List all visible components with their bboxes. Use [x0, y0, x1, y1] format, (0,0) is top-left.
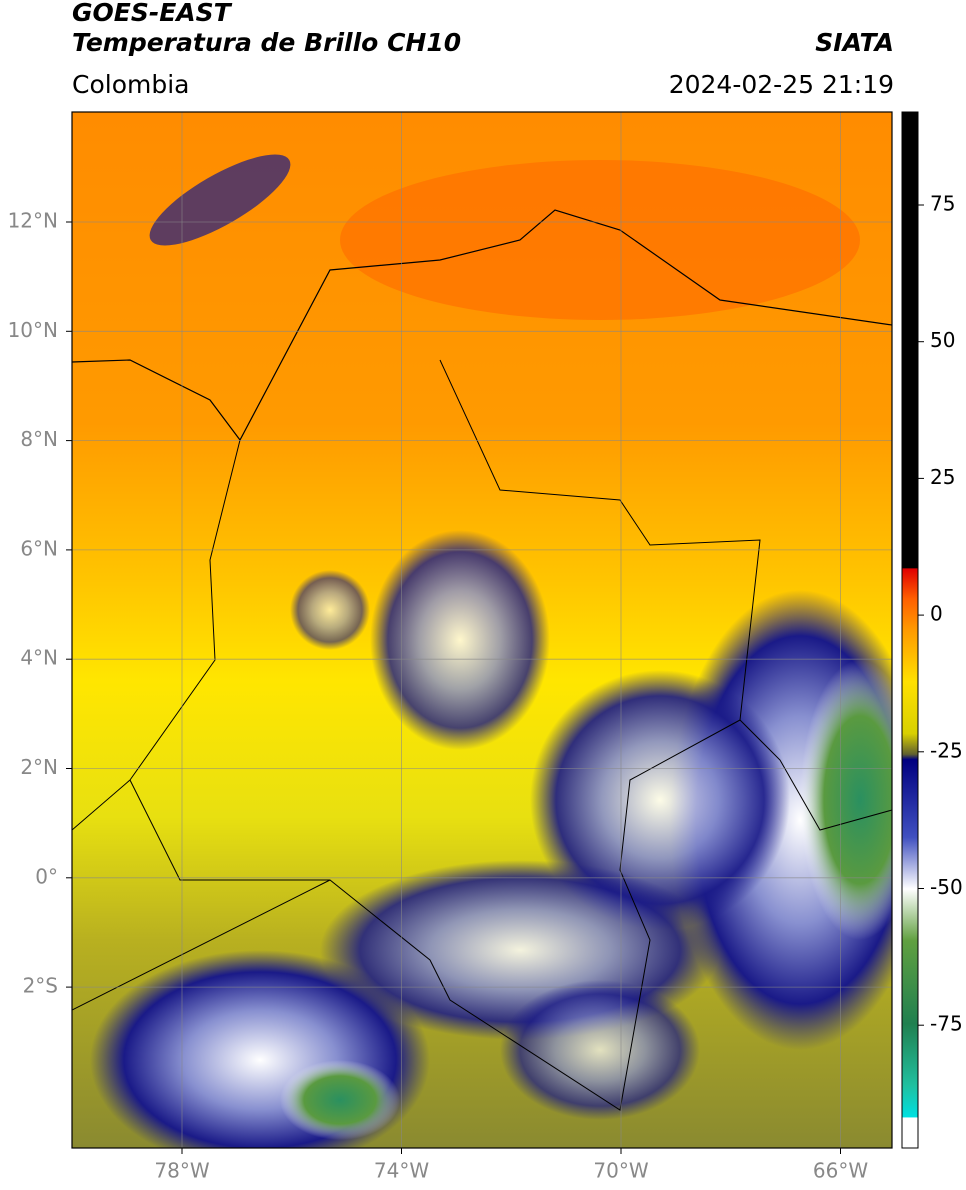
lon-label: 66°W	[813, 1159, 868, 1183]
colorbar-label: -50	[930, 875, 963, 899]
colorbar	[901, 111, 919, 1149]
lat-label: 8°N	[20, 427, 58, 451]
map-frame	[71, 111, 893, 1149]
lon-label: 74°W	[374, 1159, 429, 1183]
title: GOES-EAST	[72, 0, 231, 27]
lat-label: 6°N	[20, 536, 58, 560]
graticule	[66, 112, 892, 1154]
lon-label: 70°W	[593, 1159, 648, 1183]
colorbar-label: 75	[930, 192, 955, 216]
lat-label: 10°N	[8, 318, 58, 342]
lat-label: 2°S	[23, 974, 58, 998]
lat-label: 0°	[35, 864, 58, 888]
colorbar-label: 0	[930, 602, 943, 626]
satellite-image	[72, 112, 892, 1148]
timestamp: 2024-02-25 21:19	[668, 70, 894, 99]
lat-label: 2°N	[20, 755, 58, 779]
lat-label: 12°N	[8, 209, 58, 233]
lon-label: 78°W	[154, 1159, 209, 1183]
lat-label: 4°N	[20, 646, 58, 670]
source: SIATA	[815, 28, 894, 57]
region: Colombia	[72, 70, 190, 99]
colorbar-label: -25	[930, 738, 963, 762]
colorbar-label: 50	[930, 328, 955, 352]
colorbar-label: 25	[930, 465, 955, 489]
subtitle: Temperatura de Brillo CH10	[72, 28, 462, 57]
colorbar-label: -75	[930, 1012, 963, 1036]
